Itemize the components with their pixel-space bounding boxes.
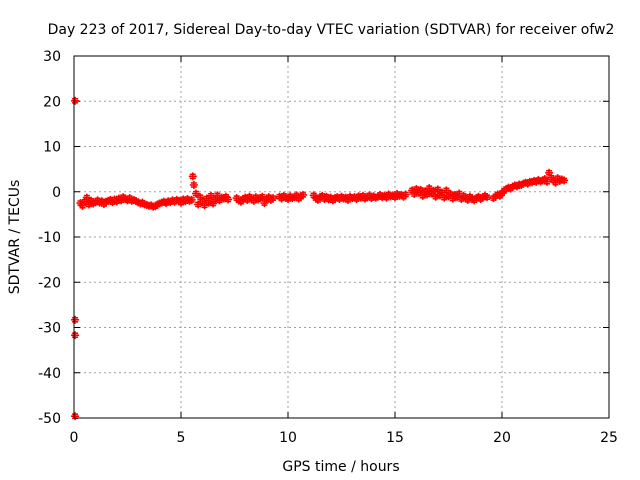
x-axis-label: GPS time / hours xyxy=(282,459,399,475)
y-tick-label: -50 xyxy=(38,411,61,427)
data-point xyxy=(298,190,307,199)
x-tick-label: 20 xyxy=(493,430,511,446)
y-tick-label: -10 xyxy=(38,230,61,246)
y-axis-label: SDTVAR / TECUs xyxy=(7,180,23,295)
data-point xyxy=(71,331,80,340)
y-tick-labels: -50 -40 -30 -20 -10 0 10 20 30 xyxy=(38,49,61,427)
data-point xyxy=(189,180,198,189)
data-point xyxy=(269,194,278,203)
data-point xyxy=(542,177,551,186)
x-tick-label: 5 xyxy=(177,430,186,446)
data-point xyxy=(224,195,233,204)
data-point xyxy=(204,198,213,207)
y-tick-label: -40 xyxy=(38,366,61,382)
data-point xyxy=(423,190,432,199)
chart-title: Day 223 of 2017, Sidereal Day-to-day VTE… xyxy=(48,22,615,38)
data-point xyxy=(401,190,410,199)
y-tick-label: -20 xyxy=(38,275,61,291)
data-point xyxy=(82,193,91,202)
y-tick-label: 10 xyxy=(43,140,61,156)
data-point xyxy=(194,200,203,209)
data-points xyxy=(71,96,569,421)
x-tick-labels: 0 5 10 15 20 25 xyxy=(70,430,618,446)
data-point xyxy=(560,176,569,185)
data-point xyxy=(71,315,80,324)
plot-frame xyxy=(73,55,610,419)
y-tick-label: 20 xyxy=(43,94,61,110)
data-point xyxy=(483,193,492,202)
grid-lines xyxy=(74,56,609,418)
y-tick-label: 30 xyxy=(43,49,61,65)
x-tick-label: 15 xyxy=(386,430,404,446)
y-tick-label: 0 xyxy=(52,185,61,201)
x-tick-label: 10 xyxy=(279,430,297,446)
data-point xyxy=(71,96,80,105)
data-point xyxy=(187,195,196,204)
x-tick-label: 25 xyxy=(600,430,618,446)
data-point xyxy=(191,189,200,198)
x-tick-label: 0 xyxy=(70,430,79,446)
data-point xyxy=(188,172,197,181)
data-point xyxy=(71,412,80,421)
y-tick-label: -30 xyxy=(38,321,61,337)
